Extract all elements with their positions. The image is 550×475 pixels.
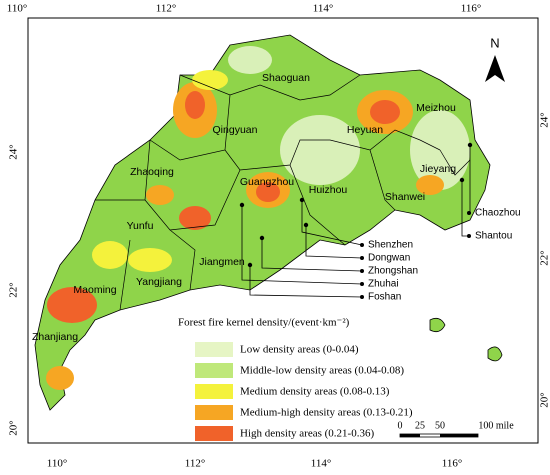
callout-dot — [239, 202, 245, 208]
callout-label: Dongwan — [368, 253, 410, 264]
legend-label: Low density areas (0-0.04) — [240, 344, 359, 356]
heat-zone — [185, 91, 205, 119]
lat-label: 20° — [8, 420, 20, 435]
heat-zone — [92, 241, 128, 269]
scale-label: 100 mile — [478, 420, 514, 431]
legend-label: High density areas (0.21-0.36) — [240, 428, 374, 440]
heat-zone — [192, 70, 228, 90]
callout-line — [261, 238, 363, 272]
legend-label: Medium density areas (0.08-0.13) — [240, 386, 390, 398]
city-label: Shanwei — [385, 191, 425, 203]
lon-label: 114° — [311, 458, 332, 470]
callout-dot — [299, 197, 305, 203]
city-label: Yangjiang — [136, 276, 182, 288]
lon-label: 116° — [442, 458, 463, 470]
lon-label: 112° — [156, 3, 177, 15]
lon-label: 114° — [313, 3, 334, 15]
lat-label: 22° — [8, 282, 20, 297]
callout-line — [301, 200, 363, 246]
low-density-zone — [228, 46, 272, 74]
callout-dot — [360, 269, 364, 273]
callout-label: Chaozhou — [475, 208, 521, 219]
heat-zone — [146, 185, 174, 205]
legend-label: Medium-high density areas (0.13-0.21) — [240, 407, 413, 419]
callout-label: Shenzhen — [368, 240, 413, 251]
lon-label: 110° — [47, 458, 68, 470]
callout-dot — [360, 282, 364, 286]
callout-dot — [360, 256, 364, 260]
city-label: Guangzhou — [240, 176, 294, 188]
city-label: Yunfu — [127, 220, 154, 232]
callout-line — [305, 225, 363, 259]
city-label: Maoming — [73, 284, 116, 296]
lon-label: 112° — [185, 458, 206, 470]
lon-label: 116° — [461, 3, 482, 15]
city-borders — [95, 74, 471, 311]
heat-zone — [256, 182, 280, 202]
callout-label: Shantou — [475, 231, 512, 242]
callout-dot — [360, 243, 364, 247]
city-label: Jieyang — [420, 163, 456, 175]
legend-swatch — [195, 342, 233, 357]
lat-label: 24° — [8, 144, 20, 159]
heat-zone — [370, 100, 400, 124]
callout-dot — [259, 235, 265, 241]
city-label: Jiangmen — [199, 256, 245, 268]
legend-swatch — [195, 426, 233, 441]
low-density-zone — [280, 115, 360, 185]
scale-label: 0 — [398, 420, 403, 431]
callout-dot — [467, 211, 471, 215]
lat-label: 22° — [539, 250, 550, 265]
lon-label: 110° — [7, 3, 28, 15]
callout-label: Zhuhai — [368, 279, 399, 290]
callout-label: Zhongshan — [368, 266, 418, 277]
city-label: Qingyuan — [213, 124, 258, 136]
callout-dot — [247, 262, 253, 268]
scale-label: 25 — [415, 420, 425, 431]
scale-label: 50 — [435, 420, 445, 431]
city-label: Zhanjiang — [32, 331, 78, 343]
callout-label: Foshan — [368, 292, 401, 303]
callout-dot — [459, 177, 465, 183]
legend-swatch — [195, 384, 233, 399]
islands — [429, 317, 503, 362]
callout-dot — [467, 234, 471, 238]
callout-dot — [303, 222, 309, 228]
legend-label: Middle-low density areas (0.04-0.08) — [240, 365, 404, 377]
city-label: Heyuan — [347, 124, 383, 136]
heat-zone — [416, 175, 444, 195]
landmass — [34, 34, 503, 411]
callout-dot — [467, 142, 473, 148]
heat-zone — [179, 206, 211, 230]
callout-line — [249, 265, 363, 298]
callout-dot — [360, 295, 364, 299]
callout-line — [241, 205, 363, 285]
heat-zone — [128, 248, 172, 272]
north-label: N — [490, 35, 499, 50]
city-label: Meizhou — [416, 102, 456, 114]
scale-bar — [400, 434, 420, 437]
heat-zone — [46, 366, 74, 390]
legend-swatch — [195, 405, 233, 420]
city-label: Huizhou — [309, 184, 348, 196]
lat-label: 24° — [539, 112, 550, 127]
north-arrow-shape — [485, 55, 505, 82]
legend-swatch — [195, 363, 233, 378]
city-label: Shaoguan — [262, 72, 310, 84]
legend-title: Forest fire kernel density/(event·km⁻²) — [178, 317, 350, 329]
heat-zone — [47, 287, 97, 323]
city-label: Zhaoqing — [130, 166, 174, 178]
lat-label: 20° — [539, 392, 550, 407]
scale-bar — [440, 434, 478, 437]
north-arrow: N — [485, 35, 505, 82]
